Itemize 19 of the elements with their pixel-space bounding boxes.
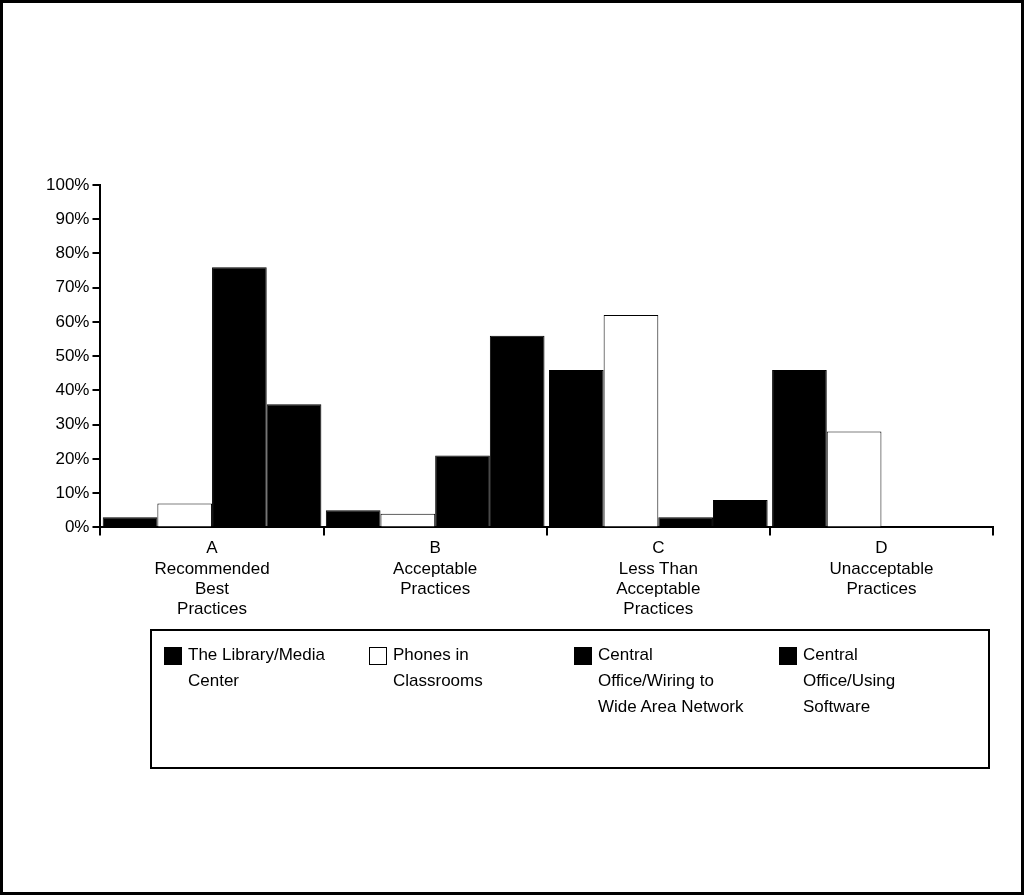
x-tick-label: A Recommended Best Practices [154,538,270,619]
x-tick-label: D Unacceptable Practices [829,538,934,599]
y-tick-label: 0% [64,517,90,537]
y-tick-label: 80% [55,243,90,263]
y-tick-label: 70% [55,277,90,297]
legend-label: Phones in Classrooms [393,644,484,692]
y-tick-label: 30% [55,414,90,434]
y-tick-label: 40% [55,380,90,400]
y-tick-label: 50% [55,345,90,365]
y-tick-label: 100% [46,174,90,194]
y-tick-label: 90% [55,208,90,228]
x-tick-label: B Acceptable Practices [393,538,478,599]
legend-label: Central Office/Wiring to Wide Area Network [598,644,745,718]
y-tick-label: 10% [55,482,90,502]
x-tick-label: C Less Than Acceptable Practices [616,538,701,619]
legend-label: The Library/Media Center [188,644,326,692]
legend-label: Central Office/Using Software [803,644,897,718]
y-tick-label: 20% [55,448,90,468]
y-tick-label: 60% [55,311,90,331]
